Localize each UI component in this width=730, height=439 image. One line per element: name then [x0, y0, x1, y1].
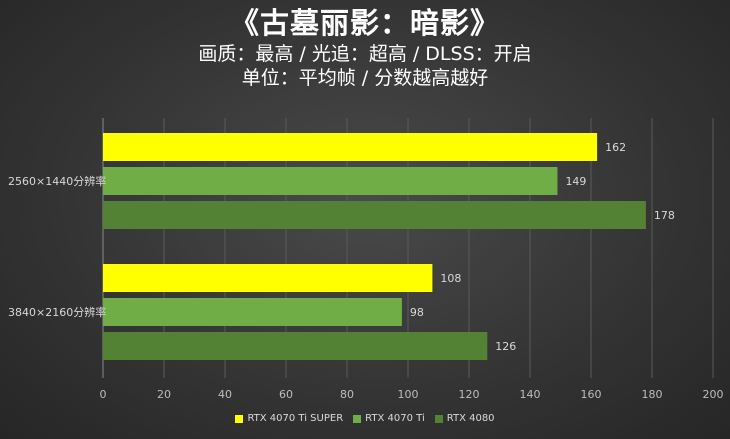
- data-label-0-2: 178: [654, 209, 675, 222]
- legend: RTX 4070 Ti SUPER RTX 4070 Ti RTX 4080: [0, 413, 730, 424]
- title-block: 《古墓丽影：暗影》 画质：最高 / 光追：超高 / DLSS：开启 单位：平均帧…: [0, 4, 730, 90]
- data-label-0-1: 149: [565, 175, 586, 188]
- x-tick-20: 20: [157, 388, 171, 401]
- bar-0-2: [103, 201, 646, 229]
- category-label-0: 2560×1440分辨率: [8, 174, 106, 188]
- legend-swatch-2: [434, 414, 443, 423]
- x-tick-80: 80: [340, 388, 354, 401]
- chart-subtitle-settings: 画质：最高 / 光追：超高 / DLSS：开启: [198, 43, 532, 65]
- bar-0-0: [103, 133, 598, 161]
- bar-1-1: [103, 298, 402, 326]
- x-tick-0: 0: [100, 388, 107, 401]
- bars: [103, 133, 646, 360]
- legend-label-1: RTX 4070 Ti: [365, 413, 425, 424]
- x-tick-120: 120: [459, 388, 480, 401]
- x-tick-180: 180: [642, 388, 663, 401]
- x-tick-200: 200: [703, 388, 724, 401]
- bar-0-1: [103, 167, 558, 195]
- x-tick-60: 60: [279, 388, 293, 401]
- legend-label-0: RTX 4070 Ti SUPER: [247, 413, 344, 424]
- x-tick-40: 40: [218, 388, 232, 401]
- legend-swatch-1: [353, 414, 362, 423]
- chart-title: 《古墓丽影：暗影》: [229, 6, 500, 40]
- bar-1-0: [103, 264, 433, 292]
- data-label-1-2: 126: [495, 340, 516, 353]
- x-tick-140: 140: [520, 388, 541, 401]
- chart-subtitle-unit: 单位：平均帧 / 分数越高越好: [241, 67, 489, 89]
- x-tick-160: 160: [581, 388, 602, 401]
- category-label-1: 3840×2160分辨率: [8, 305, 106, 319]
- legend-item-1: RTX 4070 Ti: [353, 413, 425, 424]
- bar-1-2: [103, 332, 488, 360]
- data-labels: 162 149 178 108 98 126: [410, 141, 675, 353]
- legend-label-2: RTX 4080: [446, 413, 495, 424]
- x-tick-100: 100: [398, 388, 419, 401]
- legend-item-0: RTX 4070 Ti SUPER: [235, 413, 343, 424]
- data-label-1-0: 108: [440, 272, 461, 285]
- legend-item-2: RTX 4080: [434, 413, 495, 424]
- data-label-1-1: 98: [410, 306, 424, 319]
- data-label-0-0: 162: [605, 141, 626, 154]
- x-tick-labels: 0 20 40 60 80 100 120 140 160 180 200: [100, 388, 724, 401]
- legend-swatch-0: [235, 414, 244, 423]
- category-labels: 2560×1440分辨率 3840×2160分辨率: [8, 174, 106, 319]
